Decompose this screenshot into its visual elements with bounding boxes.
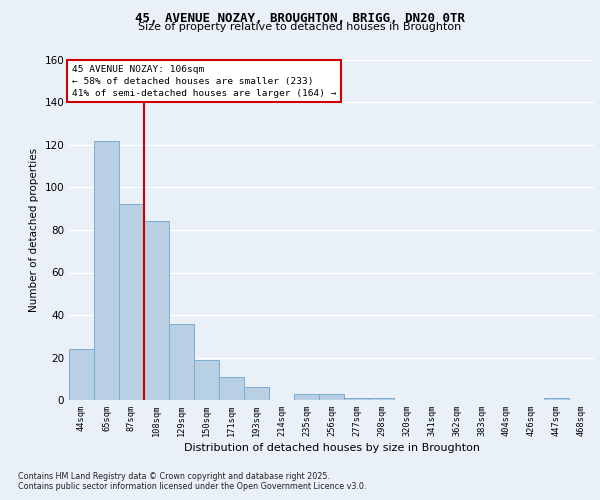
Bar — [69, 349, 94, 400]
Text: Contains HM Land Registry data © Crown copyright and database right 2025.: Contains HM Land Registry data © Crown c… — [18, 472, 330, 481]
Bar — [169, 324, 194, 400]
Bar — [369, 398, 394, 400]
Text: Contains public sector information licensed under the Open Government Licence v3: Contains public sector information licen… — [18, 482, 367, 491]
Bar — [219, 376, 244, 400]
Text: 45, AVENUE NOZAY, BROUGHTON, BRIGG, DN20 0TR: 45, AVENUE NOZAY, BROUGHTON, BRIGG, DN20… — [135, 12, 465, 24]
Text: Size of property relative to detached houses in Broughton: Size of property relative to detached ho… — [139, 22, 461, 32]
Bar — [119, 204, 144, 400]
Bar — [94, 140, 119, 400]
Bar — [344, 398, 369, 400]
Bar — [194, 360, 219, 400]
Bar — [544, 398, 569, 400]
Text: 45 AVENUE NOZAY: 106sqm
← 58% of detached houses are smaller (233)
41% of semi-d: 45 AVENUE NOZAY: 106sqm ← 58% of detache… — [71, 65, 336, 98]
Bar — [294, 394, 319, 400]
Y-axis label: Number of detached properties: Number of detached properties — [29, 148, 39, 312]
Bar — [144, 222, 169, 400]
X-axis label: Distribution of detached houses by size in Broughton: Distribution of detached houses by size … — [184, 444, 479, 454]
Bar — [319, 394, 344, 400]
Bar — [244, 387, 269, 400]
